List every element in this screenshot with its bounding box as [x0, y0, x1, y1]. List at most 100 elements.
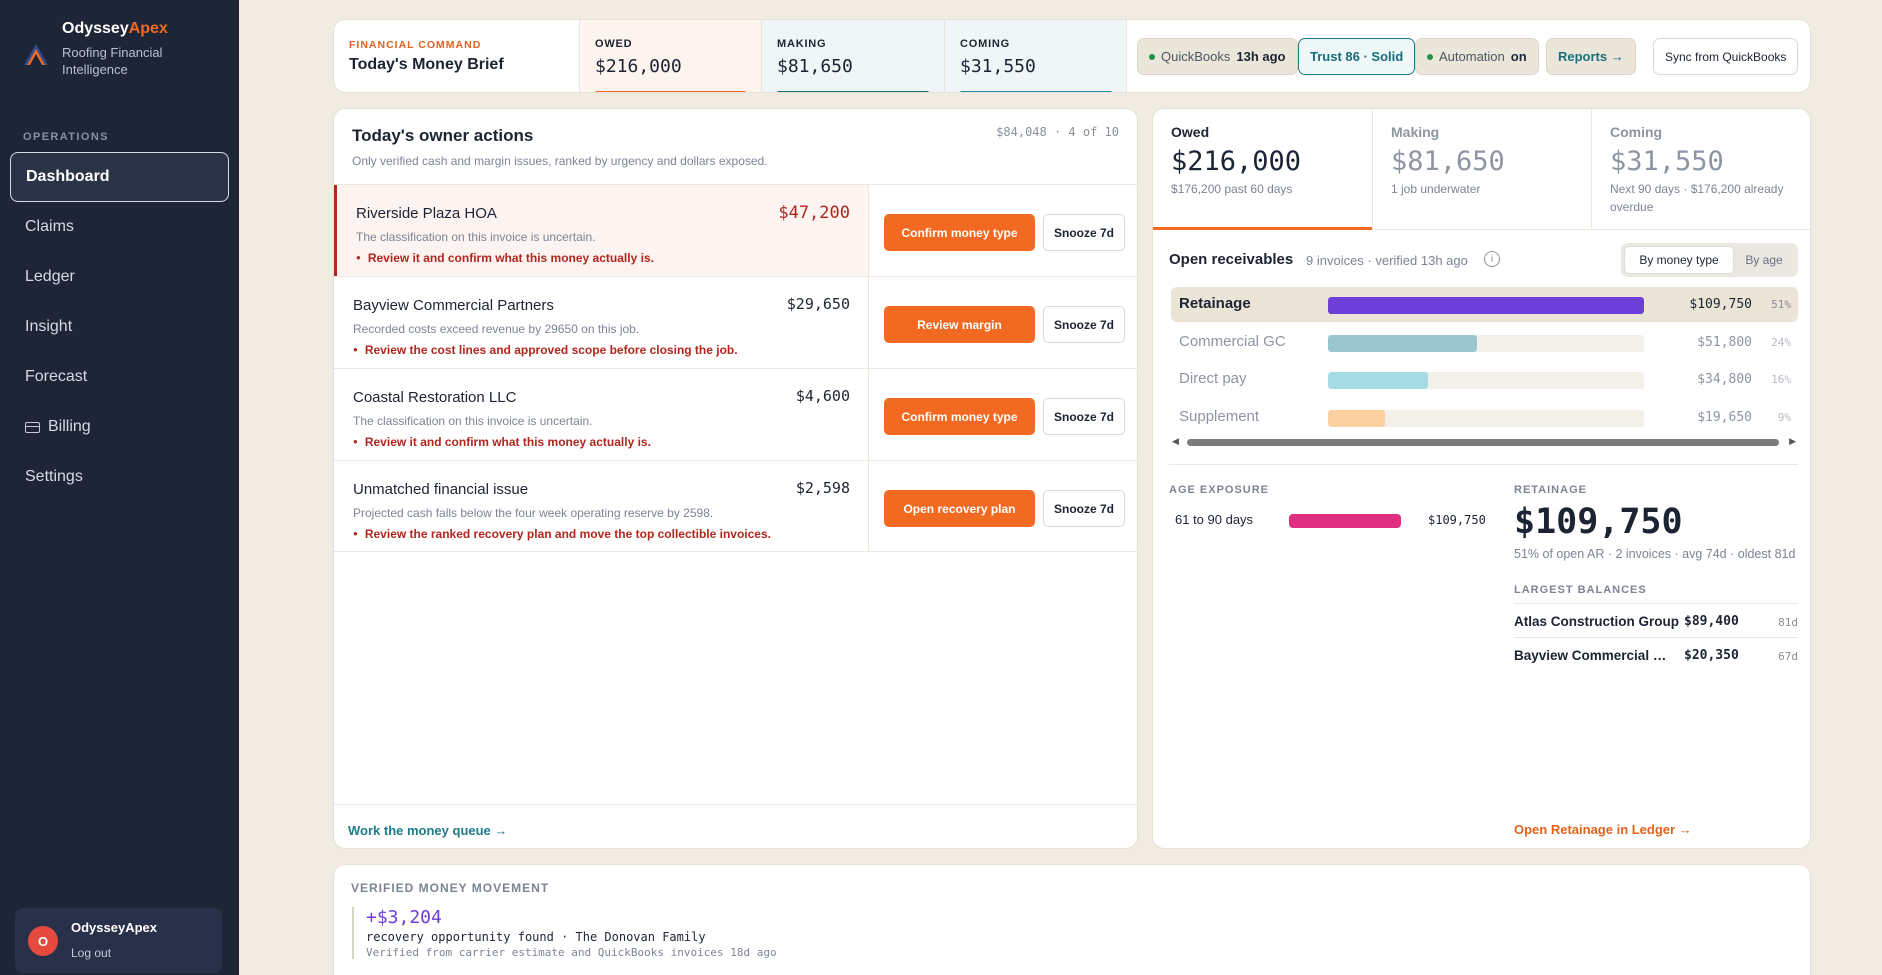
receivable-percent: 16%: [1771, 373, 1791, 386]
action-summary: Riverside Plaza HOA $47,200 The classifi…: [334, 185, 869, 276]
retainage-value: $109,750: [1514, 502, 1683, 542]
avatar[interactable]: O: [28, 926, 58, 956]
sidebar-item-label: Insight: [25, 318, 73, 335]
action-warning: Review the cost lines and approved scope…: [353, 343, 738, 357]
scroll-left-icon[interactable]: ◀: [1172, 436, 1179, 446]
receivable-row[interactable]: Direct pay $34,800 16%: [1171, 362, 1798, 397]
quickbooks-status[interactable]: QuickBooks 13h ago: [1137, 38, 1298, 75]
sidebar-item-settings[interactable]: Settings: [10, 452, 229, 502]
info-icon[interactable]: i: [1484, 251, 1500, 267]
brand[interactable]: OdysseyApex Roofing Financial Intelligen…: [22, 20, 192, 78]
action-row[interactable]: Unmatched financial issue $2,598 Project…: [334, 460, 1137, 552]
age-bucket-name: 61 to 90 days: [1175, 512, 1254, 527]
summary-note: Next 90 days · $176,200 already overdue: [1610, 182, 1784, 214]
receivable-bar: [1328, 335, 1478, 352]
action-row[interactable]: Bayview Commercial Partners $29,650 Reco…: [334, 276, 1137, 368]
age-bucket-amount: $109,750: [1428, 513, 1486, 527]
summary-label: Coming: [1610, 124, 1663, 140]
retainage-label: RETAINAGE: [1514, 484, 1587, 496]
age-exposure-label: AGE EXPOSURE: [1169, 484, 1270, 496]
summary-note: $176,200 past 60 days: [1171, 182, 1293, 196]
logo-icon: [24, 44, 48, 65]
sidebar-item-label: Claims: [25, 218, 74, 235]
owner-actions-count: $84,048 · 4 of 10: [996, 125, 1119, 139]
nav-section-label: OPERATIONS: [23, 131, 109, 143]
balance-amount: $89,400: [1684, 614, 1739, 629]
automation-status[interactable]: Automation on: [1415, 38, 1539, 75]
active-tab-indicator: [1153, 227, 1372, 230]
movement-amount: +$3,204: [366, 907, 442, 928]
balance-days: 67d: [1778, 650, 1798, 663]
sidebar-item-billing[interactable]: Billing: [10, 402, 229, 452]
sync-quickbooks-button[interactable]: Sync from QuickBooks: [1653, 38, 1799, 75]
movement-title: VERIFIED MONEY MOVEMENT: [351, 881, 550, 895]
confirm-money-type-button[interactable]: Confirm money type: [884, 398, 1035, 435]
summary-value: $216,000: [1171, 146, 1302, 177]
sidebar-item-label: Dashboard: [26, 168, 110, 185]
action-amount: $29,650: [786, 295, 850, 313]
receivable-name: Supplement: [1179, 408, 1260, 425]
snooze-button[interactable]: Snooze 7d: [1043, 398, 1125, 435]
metric-owed[interactable]: OWED $216,000: [579, 20, 761, 92]
action-amount: $47,200: [778, 203, 850, 223]
balance-row[interactable]: Bayview Commercial Partners $20,350 67d: [1514, 637, 1798, 671]
scroll-right-icon[interactable]: ▶: [1789, 436, 1796, 446]
metric-value: $31,550: [960, 56, 1036, 77]
confirm-money-type-button[interactable]: Confirm money type: [884, 214, 1035, 251]
sidebar-item-dashboard[interactable]: Dashboard: [10, 152, 229, 202]
receivable-name: Commercial GC: [1179, 333, 1286, 350]
snooze-button[interactable]: Snooze 7d: [1043, 306, 1125, 343]
summary-value: $81,650: [1391, 146, 1505, 177]
receivable-amount: $109,750: [1689, 297, 1752, 312]
action-warning: Review it and confirm what this money ac…: [356, 251, 654, 265]
work-money-queue-link[interactable]: Work the money queue →: [348, 823, 508, 838]
sidebar-item-insight[interactable]: Insight: [10, 302, 229, 352]
action-row[interactable]: Coastal Restoration LLC $4,600 The class…: [334, 368, 1137, 460]
action-row[interactable]: Riverside Plaza HOA $47,200 The classifi…: [334, 184, 1137, 276]
snooze-button[interactable]: Snooze 7d: [1043, 490, 1125, 527]
sidebar-nav: Dashboard Claims Ledger Insight Forecast…: [10, 152, 229, 502]
sidebar-item-claims[interactable]: Claims: [10, 202, 229, 252]
by-age-toggle[interactable]: By age: [1745, 253, 1783, 267]
action-summary: Coastal Restoration LLC $4,600 The class…: [334, 369, 869, 460]
receivable-row[interactable]: Retainage $109,750 51%: [1171, 287, 1798, 322]
receivable-percent: 9%: [1777, 411, 1791, 424]
receivable-row[interactable]: Commercial GC $51,800 24%: [1171, 325, 1798, 360]
snooze-button[interactable]: Snooze 7d: [1043, 214, 1125, 251]
receivable-name: Retainage: [1179, 295, 1251, 312]
metric-bar: [595, 91, 746, 92]
scrollbar-thumb[interactable]: [1187, 439, 1779, 446]
sidebar-item-ledger[interactable]: Ledger: [10, 252, 229, 302]
sidebar-item-forecast[interactable]: Forecast: [10, 352, 229, 402]
brief-header: FINANCIAL COMMAND Today's Money Brief: [334, 20, 579, 92]
action-description: The classification on this invoice is un…: [353, 414, 593, 428]
logout-link[interactable]: Log out: [71, 946, 112, 960]
receivable-row[interactable]: Supplement $19,650 9%: [1171, 400, 1798, 435]
action-amount: $2,598: [795, 479, 850, 497]
by-money-type-toggle[interactable]: By money type: [1624, 246, 1734, 274]
brand-subtitle: Roofing Financial Intelligence: [62, 45, 163, 77]
trust-badge[interactable]: Trust 86 · Solid: [1298, 38, 1416, 75]
receivables-panel: Owed $216,000 $176,200 past 60 days Maki…: [1152, 108, 1811, 849]
reports-button[interactable]: Reports →: [1546, 38, 1636, 75]
movement-entry[interactable]: +$3,204 recovery opportunity found · The…: [352, 907, 777, 959]
action-summary: Unmatched financial issue $2,598 Project…: [334, 461, 869, 552]
summary-coming-tab[interactable]: Coming $31,550 Next 90 days · $176,200 a…: [1591, 109, 1810, 229]
metric-making[interactable]: MAKING $81,650: [761, 20, 944, 92]
receivables-title: Open receivables: [1169, 251, 1294, 268]
summary-owed-tab[interactable]: Owed $216,000 $176,200 past 60 days: [1153, 109, 1372, 229]
summary-making-tab[interactable]: Making $81,650 1 job underwater: [1372, 109, 1591, 229]
automation-label: Automation: [1439, 49, 1505, 64]
receivable-bar-track: [1328, 297, 1644, 314]
owner-actions-title: Today's owner actions: [352, 126, 534, 145]
balance-row[interactable]: Atlas Construction Group $89,400 81d: [1514, 603, 1798, 637]
horizontal-scrollbar[interactable]: ◀ ▶: [1171, 436, 1798, 448]
open-recovery-plan-button[interactable]: Open recovery plan: [884, 490, 1035, 527]
open-retainage-ledger-link[interactable]: Open Retainage in Ledger →: [1514, 822, 1692, 837]
metric-coming[interactable]: COMING $31,550: [944, 20, 1127, 92]
review-margin-button[interactable]: Review margin: [884, 306, 1035, 343]
metric-label: MAKING: [777, 38, 827, 50]
receivables-view-toggle: By money type By age: [1621, 243, 1798, 277]
money-movement-card: VERIFIED MONEY MOVEMENT +$3,204 recovery…: [333, 864, 1811, 975]
sidebar-item-label: Billing: [48, 418, 91, 435]
